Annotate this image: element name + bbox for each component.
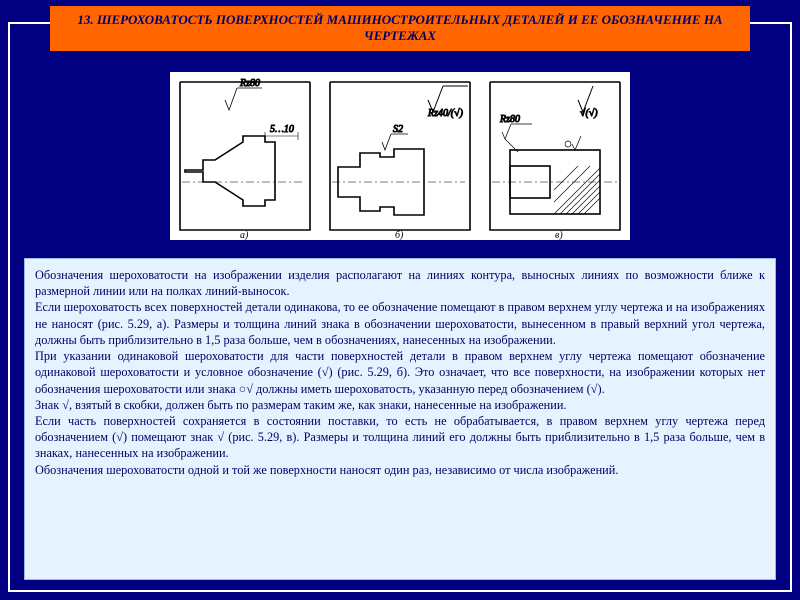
section-title: 13. ШЕРОХОВАТОСТЬ ПОВЕРХНОСТЕЙ МАШИНОСТР…	[60, 12, 740, 45]
panel-label-b: б)	[395, 230, 404, 240]
para-5: Если часть поверхностей сохраняется в со…	[35, 413, 765, 462]
para-2: Если шероховатость всех поверхностей дет…	[35, 299, 765, 348]
drawing-svg: Rz80 5…10 S2 Rz4	[170, 72, 630, 240]
anno-c-corner: √(√)	[580, 108, 598, 119]
anno-b-corner: Rz40/(√)	[427, 108, 464, 119]
para-1: Обозначения шероховатости на изображении…	[35, 267, 765, 299]
anno-c-left: Rz80	[499, 114, 520, 125]
body-text-box: Обозначения шероховатости на изображении…	[24, 258, 776, 580]
panel-label-a: а)	[240, 230, 249, 240]
technical-figure: Rz80 5…10 S2 Rz4	[170, 72, 630, 240]
anno-a-dim: 5…10	[270, 124, 294, 135]
panel-label-c: в)	[555, 230, 563, 240]
para-4: Знак √, взятый в скобки, должен быть по …	[35, 397, 765, 413]
anno-b-top: S2	[393, 124, 403, 135]
anno-a-top: Rz80	[239, 78, 260, 89]
para-3: При указании одинаковой шероховатости дл…	[35, 348, 765, 397]
para-6: Обозначения шероховатости одной и той же…	[35, 462, 765, 478]
section-header: 13. ШЕРОХОВАТОСТЬ ПОВЕРХНОСТЕЙ МАШИНОСТР…	[50, 6, 750, 51]
